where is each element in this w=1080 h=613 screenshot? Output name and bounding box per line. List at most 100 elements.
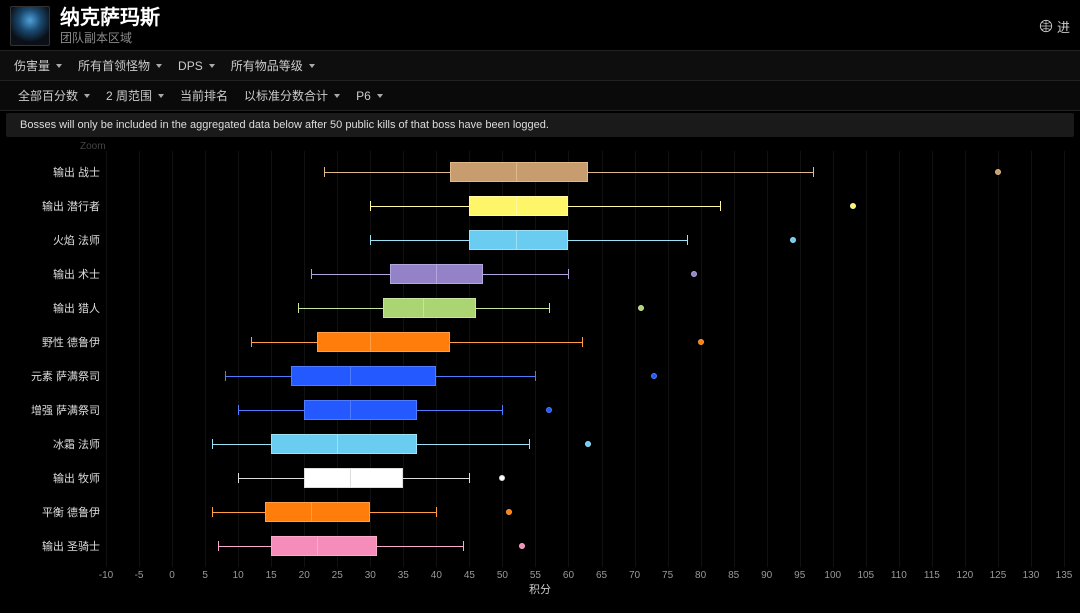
box-rect[interactable] bbox=[317, 332, 449, 352]
whisker-cap bbox=[502, 405, 503, 415]
x-tick: 20 bbox=[299, 570, 310, 581]
box-median bbox=[436, 264, 437, 284]
grid-line bbox=[701, 151, 702, 567]
box-rect[interactable] bbox=[271, 536, 377, 556]
x-tick: 50 bbox=[497, 570, 508, 581]
x-tick: 45 bbox=[464, 570, 475, 581]
page-header: 纳克萨玛斯 团队副本区域 进 bbox=[0, 0, 1080, 51]
grid-line bbox=[568, 151, 569, 567]
x-tick: 90 bbox=[761, 570, 772, 581]
outlier-point[interactable] bbox=[585, 441, 591, 447]
x-tick: 40 bbox=[431, 570, 442, 581]
filter-label: 以标准分数合计 bbox=[244, 87, 328, 104]
x-tick: 115 bbox=[924, 570, 940, 581]
x-tick: 65 bbox=[596, 570, 607, 581]
page-title: 纳克萨玛斯 bbox=[60, 7, 160, 29]
outlier-point[interactable] bbox=[698, 339, 704, 345]
x-tick: 110 bbox=[891, 570, 907, 581]
box-rect[interactable] bbox=[304, 400, 416, 420]
globe-icon bbox=[1039, 19, 1053, 33]
box-rect[interactable] bbox=[469, 230, 568, 250]
y-axis-label: 冰霜 法师 bbox=[6, 436, 100, 452]
box-median bbox=[337, 434, 338, 454]
box-rect[interactable] bbox=[383, 298, 475, 318]
x-axis-title: 积分 bbox=[529, 581, 551, 597]
filter1-3[interactable]: 所有物品等级 bbox=[231, 57, 315, 74]
whisker-cap bbox=[212, 439, 213, 449]
box-median bbox=[350, 400, 351, 420]
x-tick: 15 bbox=[266, 570, 277, 581]
whisker-cap bbox=[549, 303, 550, 313]
grid-line bbox=[734, 151, 735, 567]
outlier-point[interactable] bbox=[638, 305, 644, 311]
filter1-2[interactable]: DPS bbox=[178, 59, 215, 73]
y-axis-label: 输出 术士 bbox=[6, 266, 100, 282]
filter-label: 当前排名 bbox=[180, 87, 228, 104]
outlier-point[interactable] bbox=[499, 475, 505, 481]
box-rect[interactable] bbox=[469, 196, 568, 216]
box-rect[interactable] bbox=[450, 162, 589, 182]
whisker-cap bbox=[212, 507, 213, 517]
whisker-cap bbox=[225, 371, 226, 381]
outlier-point[interactable] bbox=[850, 203, 856, 209]
x-tick: 55 bbox=[530, 570, 541, 581]
outlier-point[interactable] bbox=[546, 407, 552, 413]
box-rect[interactable] bbox=[291, 366, 436, 386]
grid-line bbox=[139, 151, 140, 567]
whisker-cap bbox=[370, 201, 371, 211]
box-median bbox=[423, 298, 424, 318]
filter-label: 伤害量 bbox=[14, 57, 50, 74]
filter2-4[interactable]: P6 bbox=[356, 89, 383, 103]
filter2-1[interactable]: 2 周范围 bbox=[106, 87, 164, 104]
whisker-cap bbox=[469, 473, 470, 483]
header-right[interactable]: 进 bbox=[1039, 17, 1070, 36]
x-tick: 130 bbox=[1023, 570, 1040, 581]
outlier-point[interactable] bbox=[790, 237, 796, 243]
y-axis-label: 火焰 法师 bbox=[6, 232, 100, 248]
grid-line bbox=[370, 151, 371, 567]
box-rect[interactable] bbox=[271, 434, 416, 454]
whisker-cap bbox=[463, 541, 464, 551]
filter1-0[interactable]: 伤害量 bbox=[14, 57, 62, 74]
outlier-point[interactable] bbox=[519, 543, 525, 549]
filter-label: 全部百分数 bbox=[18, 87, 78, 104]
filter1-1[interactable]: 所有首领怪物 bbox=[78, 57, 162, 74]
grid-line bbox=[1064, 151, 1065, 567]
x-tick: 95 bbox=[794, 570, 805, 581]
x-tick: 30 bbox=[365, 570, 376, 581]
outlier-point[interactable] bbox=[995, 169, 1001, 175]
filter2-3[interactable]: 以标准分数合计 bbox=[244, 87, 340, 104]
outlier-point[interactable] bbox=[506, 509, 512, 515]
box-rect[interactable] bbox=[304, 468, 403, 488]
x-tick: 75 bbox=[662, 570, 673, 581]
x-tick: -5 bbox=[135, 570, 144, 581]
box-median bbox=[516, 162, 517, 182]
grid-line bbox=[932, 151, 933, 567]
box-median bbox=[311, 502, 312, 522]
box-median bbox=[516, 196, 517, 216]
y-axis-label: 野性 德鲁伊 bbox=[6, 334, 100, 350]
page-subtitle: 团队副本区域 bbox=[60, 29, 160, 46]
whisker-cap bbox=[813, 167, 814, 177]
x-tick: 70 bbox=[629, 570, 640, 581]
grid-line bbox=[998, 151, 999, 567]
x-tick: 80 bbox=[695, 570, 706, 581]
grid-line bbox=[1031, 151, 1032, 567]
whisker-cap bbox=[568, 269, 569, 279]
whisker-cap bbox=[298, 303, 299, 313]
box-median bbox=[317, 536, 318, 556]
title-block: 纳克萨玛斯 团队副本区域 bbox=[60, 7, 160, 46]
whisker-cap bbox=[238, 405, 239, 415]
grid-line bbox=[602, 151, 603, 567]
filter2-0[interactable]: 全部百分数 bbox=[18, 87, 90, 104]
grid-line bbox=[767, 151, 768, 567]
outlier-point[interactable] bbox=[651, 373, 657, 379]
box-median bbox=[370, 332, 371, 352]
box-rect[interactable] bbox=[265, 502, 371, 522]
outlier-point[interactable] bbox=[691, 271, 697, 277]
filter2-2[interactable]: 当前排名 bbox=[180, 87, 228, 104]
whisker-cap bbox=[251, 337, 252, 347]
plot-area[interactable] bbox=[106, 151, 1064, 567]
x-tick: 35 bbox=[398, 570, 409, 581]
y-axis-label: 增强 萨满祭司 bbox=[6, 402, 100, 418]
